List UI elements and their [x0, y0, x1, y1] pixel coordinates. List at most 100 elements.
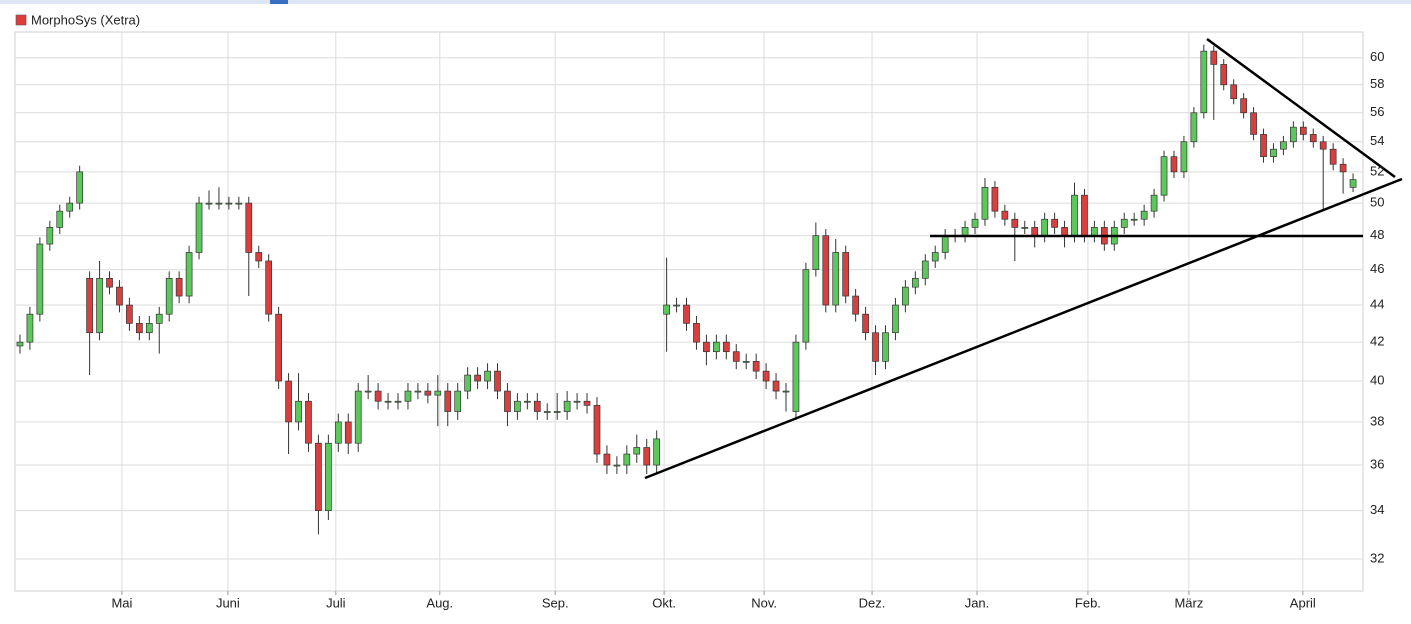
trend-lines — [644, 37, 1403, 480]
candle-body — [812, 235, 820, 270]
candle-body — [504, 390, 511, 412]
candle-body — [1180, 141, 1188, 173]
candle-body — [1061, 227, 1068, 237]
candle-body — [334, 421, 342, 444]
candle-body — [693, 323, 700, 343]
candle-body — [1190, 112, 1198, 143]
candle-body — [1309, 134, 1317, 143]
x-tick-label: Jan. — [965, 595, 990, 610]
top-strip-marker — [270, 0, 288, 4]
candle-body — [126, 304, 133, 324]
candle-body — [882, 332, 889, 362]
candle-body — [1051, 218, 1058, 228]
candle-body — [603, 453, 611, 466]
candle-body — [1081, 194, 1088, 237]
candle-body — [255, 252, 263, 262]
y-tick-label: 56 — [1370, 104, 1384, 119]
candle-body — [414, 390, 422, 393]
candle-body — [464, 374, 471, 392]
candle-body — [155, 313, 163, 324]
candle-body — [285, 380, 292, 423]
candle-body — [911, 277, 919, 288]
candle-body — [583, 400, 591, 406]
candle-body — [762, 370, 770, 382]
candle-body — [1290, 126, 1297, 143]
candle-body — [1329, 148, 1337, 165]
x-tick-label: März — [1174, 595, 1203, 610]
candle-body — [424, 390, 432, 396]
candle-body — [703, 341, 710, 353]
x-tick-label: Juli — [326, 595, 346, 610]
candle-body — [1001, 210, 1009, 220]
candle-body — [484, 370, 491, 382]
x-tick-label: Feb. — [1075, 595, 1101, 610]
candle-body — [225, 202, 233, 205]
candle-body — [902, 286, 909, 306]
candles — [16, 44, 1357, 535]
candle-body — [921, 260, 929, 279]
x-tick-label: Okt. — [652, 595, 676, 610]
candle-body — [563, 400, 571, 412]
candle-body — [752, 361, 760, 372]
candle-body — [265, 260, 273, 315]
candle-body — [1270, 148, 1277, 158]
candle-body — [643, 447, 651, 466]
candle-body — [593, 404, 601, 455]
candle-body — [523, 400, 531, 403]
candle-body — [215, 202, 223, 205]
legend-swatch — [15, 14, 27, 26]
candle-body — [1021, 227, 1029, 229]
candle-body — [1260, 134, 1267, 158]
candle-body — [86, 277, 93, 334]
y-tick-label: 54 — [1370, 133, 1384, 148]
candle-body — [941, 235, 949, 253]
candle-body — [474, 374, 481, 382]
candle-body — [354, 390, 362, 444]
y-tick-label: 58 — [1370, 76, 1384, 91]
candle-body — [1339, 163, 1347, 173]
candle-body — [961, 227, 969, 237]
candle-body — [991, 186, 999, 212]
candle-body — [66, 202, 74, 212]
candle-body — [573, 400, 581, 403]
x-tick-label: April — [1290, 595, 1316, 610]
candle-body — [454, 390, 462, 412]
candle-body — [145, 323, 153, 334]
candle-body — [494, 370, 501, 392]
candle-body — [36, 243, 44, 315]
candle-body — [722, 341, 730, 353]
candle-body — [663, 304, 670, 315]
candle-body — [96, 277, 103, 334]
candle-body — [613, 464, 621, 467]
candle-body — [374, 390, 382, 402]
candle-body — [165, 277, 173, 315]
candle-body — [305, 400, 312, 444]
candle-body — [772, 380, 780, 392]
candle-body — [76, 171, 84, 204]
candle-body — [26, 313, 34, 343]
y-tick-label: 38 — [1370, 413, 1384, 428]
candle-body — [136, 323, 143, 334]
candle-body — [325, 442, 332, 511]
candle-body — [1349, 179, 1357, 188]
x-tick-label: Sep. — [542, 595, 569, 610]
candle-body — [1041, 218, 1049, 237]
candle-body — [872, 332, 879, 362]
candle-body — [742, 361, 750, 363]
y-tick-label: 48 — [1370, 227, 1384, 242]
candle-body — [1240, 98, 1247, 114]
candle-body — [245, 202, 253, 253]
x-tick-label: Mai — [111, 595, 132, 610]
candle-body — [1140, 210, 1148, 220]
y-tick-label: 44 — [1370, 296, 1384, 311]
y-tick-label: 40 — [1370, 372, 1384, 387]
x-tick-label: Juni — [216, 595, 240, 610]
candle-body — [56, 210, 64, 228]
candle-body — [295, 400, 302, 423]
candle-body — [275, 313, 282, 382]
candle-body — [713, 341, 720, 353]
candle-body — [1150, 194, 1158, 212]
candle-body — [46, 227, 54, 245]
candle-body — [633, 447, 641, 455]
